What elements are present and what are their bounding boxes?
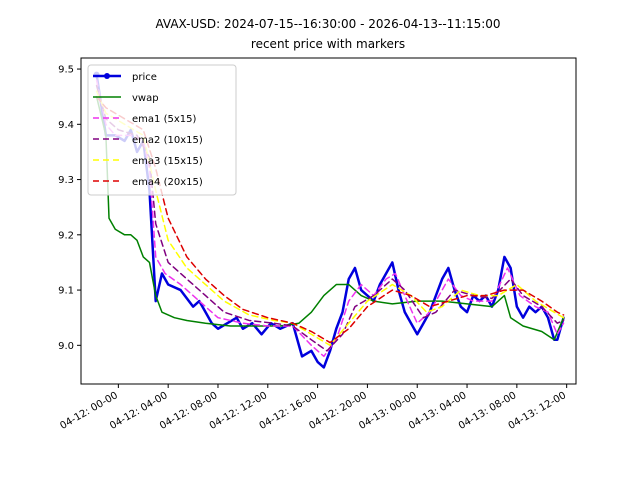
y-tick-label-0: 9.0 [58,341,74,352]
chart-title: AVAX-USD: 2024-07-15--16:30:00 - 2026-04… [155,17,500,31]
y-tick-label-3: 9.3 [58,175,74,186]
y-tick-label-1: 9.1 [58,286,74,297]
legend-label-5: ema4 (20x15) [132,177,203,188]
legend-label-0: price [132,72,157,83]
legend: price vwap ema1 (5x15) ema2 (10x15) ema3 (15… [87,64,237,196]
legend-marker-0 [104,73,110,79]
legend-box [87,64,237,196]
legend-label-1: vwap [132,93,159,104]
legend-label-2: ema1 (5x15) [132,114,196,125]
series-line-2 [95,79,565,358]
y-tick-label-4: 9.4 [58,120,74,131]
series-line-1 [95,95,565,341]
legend-label-4: ema3 (15x15) [132,156,203,167]
legend-label-3: ema2 (10x15) [132,135,203,146]
y-tick-label-5: 9.5 [58,65,74,76]
chart-subtitle: recent price with markers [251,37,405,51]
axes-frame [80,57,577,385]
series-line-4 [95,90,565,347]
y-tick-label-2: 9.2 [58,230,74,241]
